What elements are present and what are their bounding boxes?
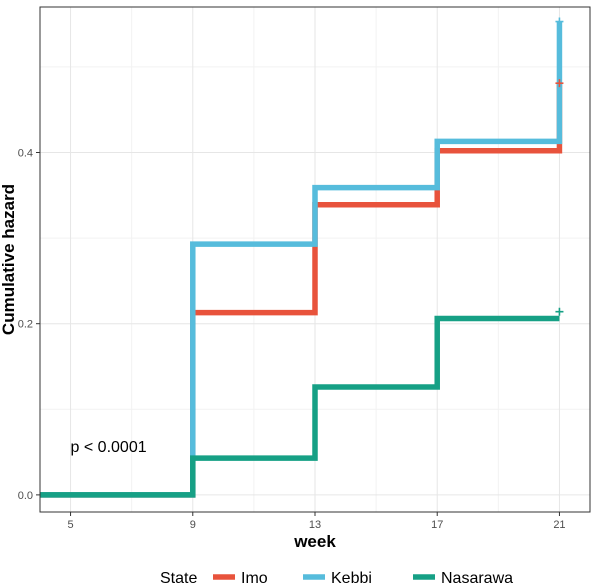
legend-title: State [160, 570, 197, 587]
y-tick-label: 0.4 [18, 148, 33, 160]
legend-label-kebbi: Kebbi [331, 570, 372, 587]
censor-mark-kebbi [555, 17, 564, 26]
censor-marks [555, 17, 564, 316]
x-tick-label: 21 [553, 519, 565, 531]
legend-items: Imo Kebbi Nasarawa [213, 570, 513, 587]
x-tick-label: 13 [309, 519, 321, 531]
censor-mark-imo [555, 79, 564, 88]
y-axis-title: Cumulative hazard [0, 184, 18, 335]
series-line-kebbi [40, 21, 563, 498]
x-tick-label: 17 [431, 519, 443, 531]
axis-ticks: 5 9 13 17 21 0.0 0.2 0.4 [18, 148, 566, 531]
censor-mark-nasarawa [555, 307, 564, 316]
p-value-annotation: p < 0.0001 [71, 439, 147, 456]
legend: State Imo Kebbi Nasarawa [160, 570, 513, 587]
x-axis-title: week [293, 532, 336, 551]
y-tick-label: 0.0 [18, 490, 33, 502]
legend-label-nasarawa: Nasarawa [441, 570, 513, 587]
legend-label-imo: Imo [241, 570, 268, 587]
x-tick-label: 5 [67, 519, 73, 531]
series-line-nasarawa [40, 315, 560, 498]
x-tick-label: 9 [190, 519, 196, 531]
y-tick-label: 0.2 [18, 319, 33, 331]
series-lines [40, 21, 563, 498]
